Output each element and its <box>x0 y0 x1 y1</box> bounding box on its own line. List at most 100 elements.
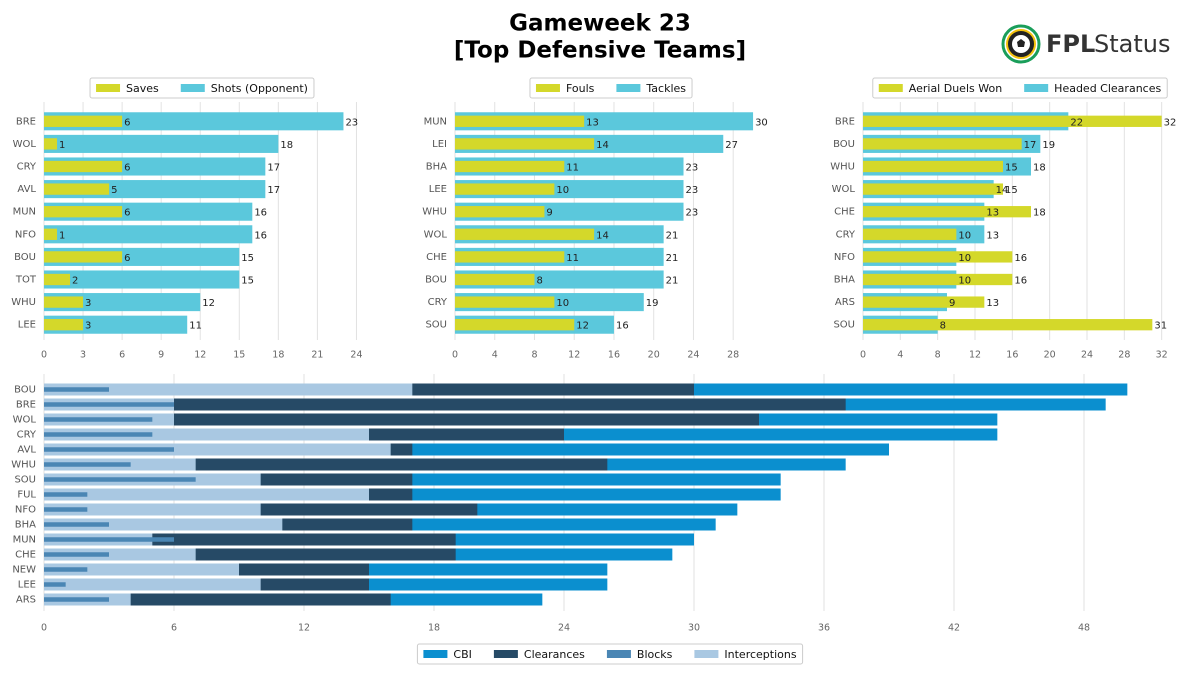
x-tick-label: 24 <box>350 350 362 361</box>
bar <box>44 443 391 456</box>
y-tick-label: CRY <box>17 430 37 441</box>
y-tick-label: WHU <box>830 162 855 173</box>
legend-label: Aerial Duels Won <box>909 82 1002 95</box>
data-label: 21 <box>666 253 679 264</box>
data-label: 13 <box>986 298 999 309</box>
x-tick-label: 28 <box>727 350 739 361</box>
x-tick-label: 9 <box>158 350 164 361</box>
y-tick-label: BOU <box>833 139 855 150</box>
bar <box>863 206 1031 218</box>
y-tick-label: AVL <box>17 445 36 456</box>
x-tick-label: 28 <box>1118 350 1130 361</box>
data-label: 23 <box>686 185 699 196</box>
legend: CBI Clearances Blocks Interceptions <box>416 643 804 665</box>
y-tick-label: LEI <box>432 139 447 150</box>
data-label: 27 <box>725 140 738 151</box>
logo: FPL Status <box>1001 24 1170 64</box>
data-label: 16 <box>1014 276 1027 287</box>
legend-swatch <box>694 650 719 658</box>
data-label: 21 <box>666 230 679 241</box>
bar <box>44 206 123 218</box>
data-label: 14 <box>596 230 609 241</box>
data-label: 10 <box>958 253 971 264</box>
data-label: 15 <box>1005 163 1018 174</box>
x-tick-label: 12 <box>568 350 580 361</box>
y-tick-label: BOU <box>14 385 36 396</box>
x-tick-label: 15 <box>233 350 245 361</box>
y-tick-label: CHE <box>426 252 447 263</box>
legend-label: Blocks <box>637 648 673 661</box>
y-tick-label: CHE <box>834 207 855 218</box>
x-tick-label: 6 <box>171 623 177 634</box>
y-tick-label: WOL <box>424 229 448 240</box>
legend-box <box>872 77 1168 99</box>
data-label: 6 <box>124 253 130 264</box>
legend-swatch <box>493 650 518 658</box>
bar <box>863 138 1022 150</box>
bar <box>44 522 109 527</box>
x-tick-label: 16 <box>1006 350 1018 361</box>
data-label: 17 <box>267 185 280 196</box>
y-tick-label: MUN <box>424 116 447 127</box>
y-tick-label: TOT <box>15 275 37 286</box>
x-tick-label: 18 <box>272 350 284 361</box>
bar <box>44 492 88 497</box>
data-label: 16 <box>254 208 267 219</box>
y-tick-label: BHA <box>15 520 36 531</box>
bar <box>455 273 535 286</box>
y-tick-label: NEW <box>12 565 36 576</box>
data-label: 10 <box>556 185 569 196</box>
y-tick-label: SOU <box>833 320 855 331</box>
bar <box>455 319 575 331</box>
data-label: 1 <box>59 230 65 241</box>
bar <box>44 503 261 516</box>
y-tick-label: ARS <box>835 297 855 308</box>
legend-label: Headed Clearances <box>1054 82 1161 95</box>
x-tick-label: 21 <box>311 350 323 361</box>
bar <box>44 507 88 512</box>
bar <box>455 183 555 195</box>
bar <box>44 398 846 411</box>
x-tick-label: 24 <box>687 350 699 361</box>
data-label: 6 <box>124 208 130 219</box>
chart: 0 4 8 12 16 20 24 28 MUN LEI BHA LEE WHU WOL CHE BOU CRY… <box>422 77 768 361</box>
data-label: 5 <box>111 185 117 196</box>
data-label: 3 <box>85 298 91 309</box>
data-label: 23 <box>686 163 699 174</box>
data-label: 15 <box>1005 185 1018 196</box>
y-tick-label: SOU <box>425 320 447 331</box>
legend-swatch <box>616 84 641 92</box>
bar <box>863 251 1013 263</box>
x-tick-label: 24 <box>558 623 570 634</box>
legend: Fouls Tackles <box>529 77 693 99</box>
legend-label: CBI <box>453 648 471 661</box>
data-label: 15 <box>241 276 254 287</box>
chart: 0 4 8 12 16 20 24 28 32 BRE BOU WHU WOL CHE CRY NFO BHA A… <box>830 77 1176 361</box>
data-label: 9 <box>546 208 552 219</box>
y-tick-label: WHU <box>422 207 447 218</box>
data-label: 17 <box>1024 140 1037 151</box>
legend-swatch <box>535 84 560 92</box>
y-tick-label: BHA <box>834 275 855 286</box>
legend-swatch <box>423 650 448 658</box>
bar <box>44 447 174 452</box>
data-label: 11 <box>189 321 202 332</box>
chart: 0 6 12 18 24 30 36 42 48 BOU BRE WOL CRY AVL WHU SOU FUL… <box>11 374 1128 665</box>
data-label: 10 <box>958 276 971 287</box>
y-tick-label: BHA <box>426 162 447 173</box>
legend-box <box>529 77 693 99</box>
data-label: 13 <box>586 117 599 128</box>
bar <box>44 228 58 240</box>
bar <box>44 552 109 557</box>
legend-label: Fouls <box>566 82 595 95</box>
x-tick-label: 0 <box>860 350 866 361</box>
bar <box>44 462 131 467</box>
legend-label: Interceptions <box>724 648 796 661</box>
data-label: 16 <box>616 321 629 332</box>
legend-label: Saves <box>126 82 159 95</box>
data-label: 14 <box>996 185 1009 196</box>
y-tick-label: ARS <box>16 595 36 606</box>
legend-swatch <box>606 650 631 658</box>
bar <box>44 428 369 441</box>
x-tick-label: 20 <box>1044 350 1056 361</box>
